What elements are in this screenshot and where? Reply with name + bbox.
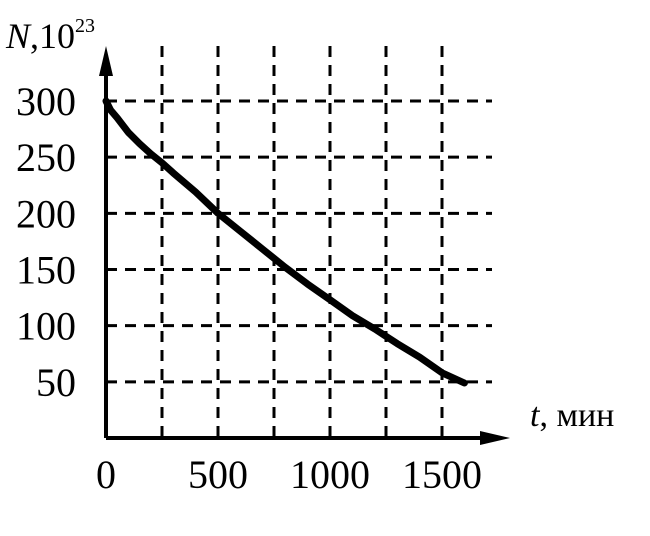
x-axis-unit: , мин: [539, 397, 614, 434]
x-tick-label-0: 0: [96, 452, 116, 497]
x-axis-arrow: [480, 431, 510, 445]
x-tick-label-500: 500: [188, 452, 248, 497]
x-axis-label: t, мин: [530, 397, 614, 434]
y-axis-symbol: N: [5, 16, 32, 56]
y-tick-label-50: 50: [36, 360, 76, 405]
y-tick-label-150: 150: [16, 248, 76, 293]
tick-labels: 50 100 150 200 250 300 0 500 1000 1500: [16, 79, 482, 497]
x-tick-label-1500: 1500: [402, 452, 482, 497]
y-tick-label-200: 200: [16, 191, 76, 236]
y-axis-arrow: [99, 46, 113, 76]
y-tick-label-250: 250: [16, 135, 76, 180]
axes: [99, 46, 510, 445]
y-axis-unit-exponent: 23: [75, 15, 95, 37]
grid: [106, 46, 492, 438]
y-axis-label: N,1023: [5, 15, 95, 56]
y-tick-label-300: 300: [16, 79, 76, 124]
series-line-0: [102, 97, 468, 387]
x-axis-symbol: t: [530, 397, 541, 434]
y-tick-label-100: 100: [16, 304, 76, 349]
y-axis-unit-prefix: ,10: [30, 16, 75, 56]
series-layer: [102, 97, 468, 387]
x-tick-label-1000: 1000: [290, 452, 370, 497]
